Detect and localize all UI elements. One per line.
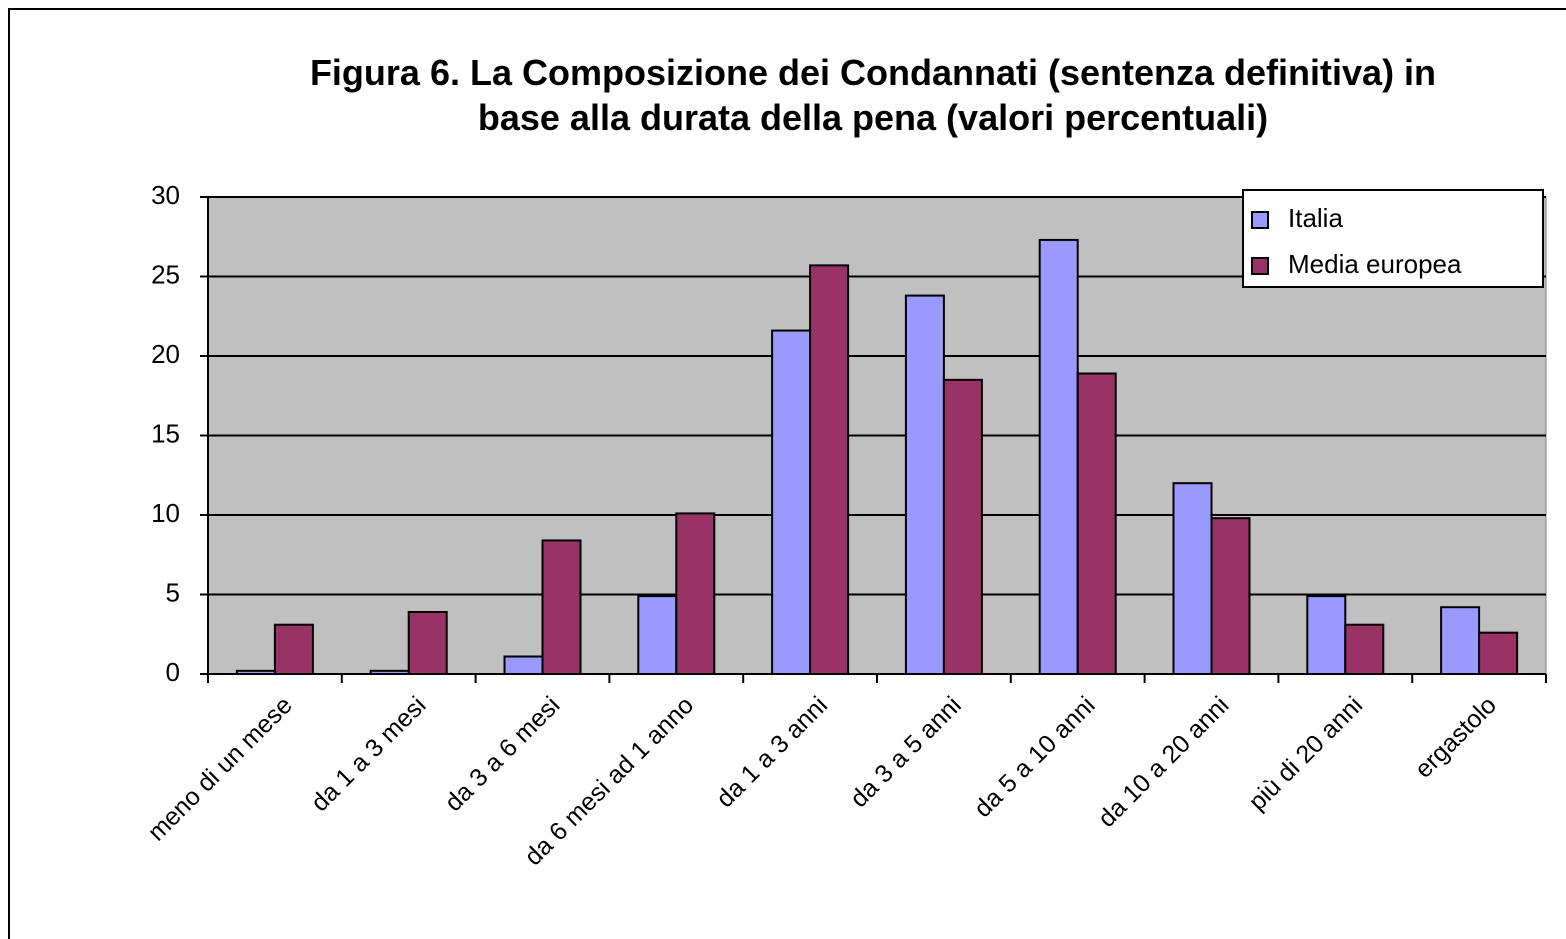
x-tick-label: da 1 a 3 mesi — [306, 691, 432, 817]
y-tick-label: 30 — [151, 180, 180, 210]
bar — [407, 610, 448, 675]
bar — [541, 539, 582, 675]
bar — [637, 595, 678, 676]
y-tick-label: 25 — [151, 259, 180, 289]
x-tick-label: da 3 a 5 anni — [845, 691, 967, 813]
legend-box — [1242, 189, 1544, 288]
y-tick-label: 15 — [151, 418, 180, 448]
bar — [1344, 623, 1385, 676]
y-tick-label: 10 — [151, 498, 180, 528]
legend-label: Italia — [1288, 203, 1343, 233]
y-tick-label: 5 — [166, 577, 180, 607]
chart-frame — [8, 8, 1566, 939]
bar — [1306, 595, 1347, 676]
x-tick-label: ergastolo — [1409, 691, 1502, 784]
bar — [809, 264, 850, 675]
x-tick-label: da 1 a 3 anni — [711, 691, 833, 813]
legend-swatch — [1251, 211, 1269, 229]
bar — [942, 378, 983, 675]
legend-swatch — [1251, 257, 1269, 275]
x-tick-label: più di 20 anni — [1243, 691, 1368, 816]
legend-label: Media europea — [1288, 249, 1462, 279]
x-tick-label: da 5 a 10 anni — [969, 691, 1101, 823]
bar — [1076, 372, 1117, 675]
bar — [1038, 238, 1079, 675]
x-tick-label: da 10 a 20 anni — [1093, 691, 1235, 833]
bar — [1210, 517, 1251, 675]
bar — [1440, 606, 1481, 675]
bar — [503, 655, 544, 676]
chart-title: Figura 6. La Composizione dei Condannati… — [309, 52, 1437, 138]
bar — [1172, 482, 1213, 676]
bar — [904, 294, 945, 675]
bar — [1478, 631, 1519, 675]
bar — [675, 512, 716, 675]
y-tick-label: 0 — [166, 657, 180, 687]
y-tick-label: 20 — [151, 339, 180, 369]
bar — [771, 329, 812, 675]
x-tick-label: da 3 a 6 mesi — [439, 691, 565, 817]
x-tick-label: meno di un mese — [142, 691, 297, 846]
bar — [273, 623, 314, 676]
